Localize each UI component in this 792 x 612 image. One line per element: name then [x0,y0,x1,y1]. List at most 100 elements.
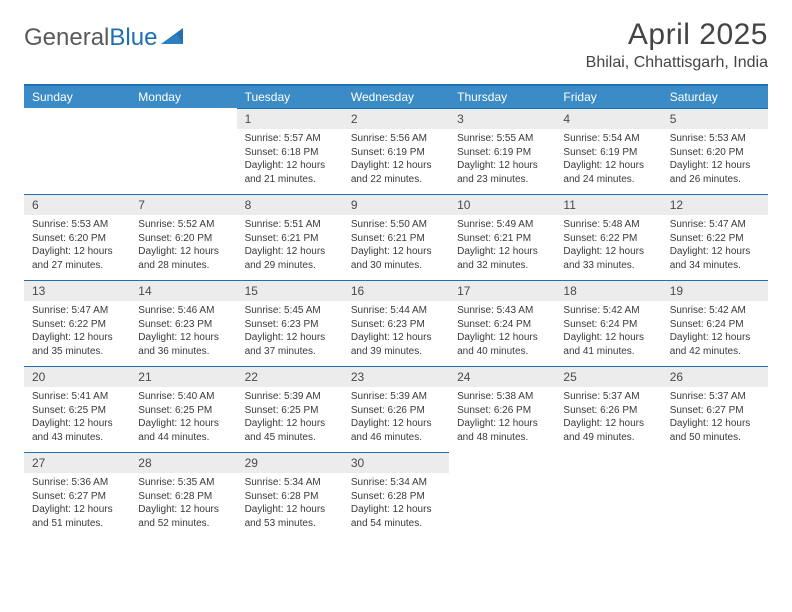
calendar-cell: 27Sunrise: 5:36 AMSunset: 6:27 PMDayligh… [24,452,130,538]
day-content: Sunrise: 5:40 AMSunset: 6:25 PMDaylight:… [130,387,236,448]
day-content: Sunrise: 5:47 AMSunset: 6:22 PMDaylight:… [662,215,768,276]
day-content: Sunrise: 5:37 AMSunset: 6:26 PMDaylight:… [555,387,661,448]
day-number: 27 [24,452,130,473]
day-number: 13 [24,280,130,301]
day-number: 17 [449,280,555,301]
logo-text-part2: Blue [109,24,157,51]
day-number: 14 [130,280,236,301]
calendar-cell: . [555,452,661,538]
calendar-cell: 5Sunrise: 5:53 AMSunset: 6:20 PMDaylight… [662,108,768,194]
location-subtitle: Bhilai, Chhattisgarh, India [586,54,768,72]
logo-text: GeneralBlue [24,24,157,52]
day-number: 18 [555,280,661,301]
day-number: 24 [449,366,555,387]
day-content: Sunrise: 5:41 AMSunset: 6:25 PMDaylight:… [24,387,130,448]
calendar-day-header: Sunday [24,85,130,108]
calendar-cell: 20Sunrise: 5:41 AMSunset: 6:25 PMDayligh… [24,366,130,452]
day-content: Sunrise: 5:43 AMSunset: 6:24 PMDaylight:… [449,301,555,362]
day-number: 25 [555,366,661,387]
day-number: 30 [343,452,449,473]
calendar-week-row: ..1Sunrise: 5:57 AMSunset: 6:18 PMDaylig… [24,108,768,194]
calendar-cell: 6Sunrise: 5:53 AMSunset: 6:20 PMDaylight… [24,194,130,280]
day-number: 22 [237,366,343,387]
header: GeneralBlue April 2025 Bhilai, Chhattisg… [24,18,768,72]
calendar-week-row: 13Sunrise: 5:47 AMSunset: 6:22 PMDayligh… [24,280,768,366]
calendar-cell: 4Sunrise: 5:54 AMSunset: 6:19 PMDaylight… [555,108,661,194]
calendar-week-row: 27Sunrise: 5:36 AMSunset: 6:27 PMDayligh… [24,452,768,538]
calendar-day-header: Saturday [662,85,768,108]
day-content: Sunrise: 5:39 AMSunset: 6:25 PMDaylight:… [237,387,343,448]
calendar-cell: . [130,108,236,194]
calendar-day-header: Thursday [449,85,555,108]
day-number: 21 [130,366,236,387]
day-number: 15 [237,280,343,301]
calendar-cell: . [24,108,130,194]
calendar-header-row: SundayMondayTuesdayWednesdayThursdayFrid… [24,85,768,108]
day-content: Sunrise: 5:51 AMSunset: 6:21 PMDaylight:… [237,215,343,276]
day-number: 10 [449,194,555,215]
logo: GeneralBlue [24,24,187,52]
day-number: 11 [555,194,661,215]
calendar-day-header: Friday [555,85,661,108]
day-content: Sunrise: 5:47 AMSunset: 6:22 PMDaylight:… [24,301,130,362]
calendar-cell: 7Sunrise: 5:52 AMSunset: 6:20 PMDaylight… [130,194,236,280]
calendar-cell: 3Sunrise: 5:55 AMSunset: 6:19 PMDaylight… [449,108,555,194]
calendar-cell: 10Sunrise: 5:49 AMSunset: 6:21 PMDayligh… [449,194,555,280]
day-number: 2 [343,108,449,129]
day-number: 9 [343,194,449,215]
day-content: Sunrise: 5:39 AMSunset: 6:26 PMDaylight:… [343,387,449,448]
calendar-cell: 18Sunrise: 5:42 AMSunset: 6:24 PMDayligh… [555,280,661,366]
day-content: Sunrise: 5:42 AMSunset: 6:24 PMDaylight:… [662,301,768,362]
day-content: Sunrise: 5:53 AMSunset: 6:20 PMDaylight:… [662,129,768,190]
calendar-cell: 21Sunrise: 5:40 AMSunset: 6:25 PMDayligh… [130,366,236,452]
day-content: Sunrise: 5:46 AMSunset: 6:23 PMDaylight:… [130,301,236,362]
day-number: 8 [237,194,343,215]
day-content: Sunrise: 5:50 AMSunset: 6:21 PMDaylight:… [343,215,449,276]
day-content: Sunrise: 5:48 AMSunset: 6:22 PMDaylight:… [555,215,661,276]
day-number: 19 [662,280,768,301]
day-content: Sunrise: 5:56 AMSunset: 6:19 PMDaylight:… [343,129,449,190]
day-number: 1 [237,108,343,129]
calendar-day-header: Tuesday [237,85,343,108]
calendar-table: SundayMondayTuesdayWednesdayThursdayFrid… [24,84,768,538]
calendar-cell: 14Sunrise: 5:46 AMSunset: 6:23 PMDayligh… [130,280,236,366]
day-content: Sunrise: 5:37 AMSunset: 6:27 PMDaylight:… [662,387,768,448]
day-content: Sunrise: 5:49 AMSunset: 6:21 PMDaylight:… [449,215,555,276]
calendar-week-row: 20Sunrise: 5:41 AMSunset: 6:25 PMDayligh… [24,366,768,452]
calendar-cell: 29Sunrise: 5:34 AMSunset: 6:28 PMDayligh… [237,452,343,538]
calendar-cell: 9Sunrise: 5:50 AMSunset: 6:21 PMDaylight… [343,194,449,280]
calendar-day-header: Wednesday [343,85,449,108]
day-number: 6 [24,194,130,215]
calendar-cell: 16Sunrise: 5:44 AMSunset: 6:23 PMDayligh… [343,280,449,366]
day-content: Sunrise: 5:38 AMSunset: 6:26 PMDaylight:… [449,387,555,448]
title-block: April 2025 Bhilai, Chhattisgarh, India [586,18,768,72]
day-number: 12 [662,194,768,215]
calendar-cell: 15Sunrise: 5:45 AMSunset: 6:23 PMDayligh… [237,280,343,366]
day-content: Sunrise: 5:54 AMSunset: 6:19 PMDaylight:… [555,129,661,190]
page-title: April 2025 [586,18,768,52]
calendar-cell: 28Sunrise: 5:35 AMSunset: 6:28 PMDayligh… [130,452,236,538]
calendar-cell: 25Sunrise: 5:37 AMSunset: 6:26 PMDayligh… [555,366,661,452]
calendar-body: ..1Sunrise: 5:57 AMSunset: 6:18 PMDaylig… [24,108,768,538]
calendar-cell: 11Sunrise: 5:48 AMSunset: 6:22 PMDayligh… [555,194,661,280]
day-content: Sunrise: 5:34 AMSunset: 6:28 PMDaylight:… [237,473,343,534]
calendar-cell: 17Sunrise: 5:43 AMSunset: 6:24 PMDayligh… [449,280,555,366]
day-number: 7 [130,194,236,215]
day-content: Sunrise: 5:35 AMSunset: 6:28 PMDaylight:… [130,473,236,534]
calendar-cell: 1Sunrise: 5:57 AMSunset: 6:18 PMDaylight… [237,108,343,194]
day-number: 26 [662,366,768,387]
day-content: Sunrise: 5:44 AMSunset: 6:23 PMDaylight:… [343,301,449,362]
day-content: Sunrise: 5:45 AMSunset: 6:23 PMDaylight:… [237,301,343,362]
calendar-cell: 24Sunrise: 5:38 AMSunset: 6:26 PMDayligh… [449,366,555,452]
day-content: Sunrise: 5:53 AMSunset: 6:20 PMDaylight:… [24,215,130,276]
day-content: Sunrise: 5:55 AMSunset: 6:19 PMDaylight:… [449,129,555,190]
day-content: Sunrise: 5:57 AMSunset: 6:18 PMDaylight:… [237,129,343,190]
calendar-cell: 13Sunrise: 5:47 AMSunset: 6:22 PMDayligh… [24,280,130,366]
day-number: 28 [130,452,236,473]
logo-text-part1: General [24,24,109,51]
day-number: 29 [237,452,343,473]
day-content: Sunrise: 5:34 AMSunset: 6:28 PMDaylight:… [343,473,449,534]
day-number: 3 [449,108,555,129]
calendar-week-row: 6Sunrise: 5:53 AMSunset: 6:20 PMDaylight… [24,194,768,280]
calendar-cell: 19Sunrise: 5:42 AMSunset: 6:24 PMDayligh… [662,280,768,366]
